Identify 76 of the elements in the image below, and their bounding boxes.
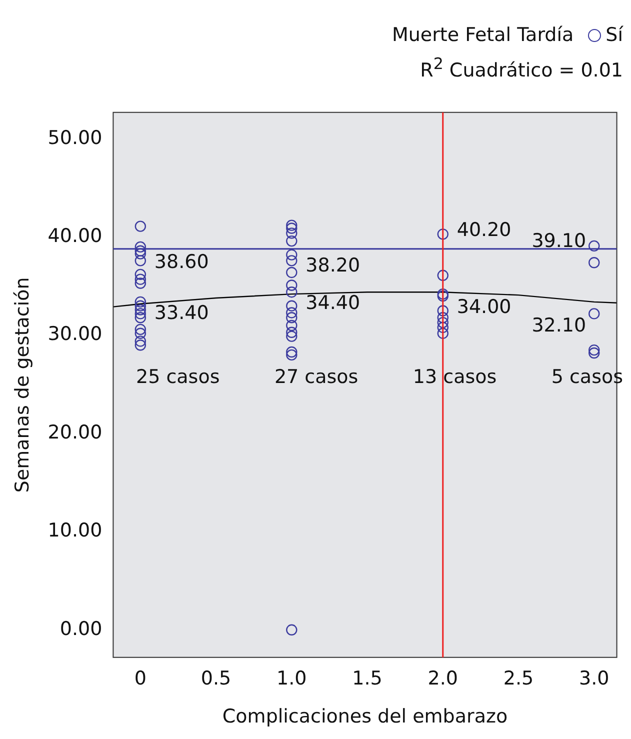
point bbox=[134, 255, 146, 266]
point bbox=[588, 257, 600, 268]
point bbox=[437, 322, 448, 334]
point bbox=[437, 328, 448, 339]
x-axis-title: Complicaciones del embarazo bbox=[222, 706, 508, 728]
point bbox=[134, 220, 146, 232]
point bbox=[588, 240, 600, 252]
point bbox=[286, 228, 298, 239]
legend-title: Muerte Fetal Tardía bbox=[392, 24, 574, 46]
point bbox=[286, 349, 298, 361]
point bbox=[588, 344, 600, 356]
point bbox=[286, 346, 298, 358]
x-tick-label: 3.0 bbox=[579, 668, 610, 690]
point bbox=[134, 324, 146, 336]
annotation: 33.40 bbox=[154, 302, 209, 324]
y-tick-label: 50.00 bbox=[48, 126, 102, 149]
point bbox=[286, 249, 298, 260]
point bbox=[286, 312, 298, 324]
x-tick-label: 1.5 bbox=[352, 668, 382, 690]
point bbox=[286, 235, 298, 247]
y-tick-label: 20.00 bbox=[48, 421, 102, 444]
point bbox=[437, 305, 448, 316]
point bbox=[437, 270, 448, 282]
point bbox=[134, 278, 146, 289]
y-axis-title: Semanas de gestación bbox=[11, 277, 34, 493]
annotation: 40.20 bbox=[456, 219, 512, 242]
point bbox=[286, 300, 298, 312]
y-tick-label: 10.00 bbox=[48, 520, 102, 542]
point bbox=[286, 330, 298, 342]
point bbox=[134, 248, 146, 260]
point bbox=[286, 307, 298, 318]
point bbox=[134, 308, 146, 320]
point bbox=[134, 312, 146, 324]
point bbox=[134, 328, 146, 339]
x-tick-label: 2.0 bbox=[428, 668, 458, 690]
point bbox=[286, 320, 298, 332]
y-tick-label: 40.00 bbox=[48, 225, 102, 248]
point bbox=[134, 245, 146, 256]
point bbox=[286, 280, 298, 291]
annotation: 38.60 bbox=[154, 250, 209, 273]
y-tick-label: 0.00 bbox=[60, 618, 102, 640]
point bbox=[286, 222, 298, 234]
point bbox=[437, 228, 448, 240]
point bbox=[134, 274, 146, 285]
annotation: 27 casos bbox=[274, 366, 358, 388]
annotation: 13 casos bbox=[412, 366, 497, 388]
y-tick-label: 30.00 bbox=[48, 323, 102, 346]
point bbox=[588, 308, 600, 320]
point bbox=[286, 286, 298, 298]
x-tick-label: 1.0 bbox=[276, 668, 307, 690]
annotation: 38.20 bbox=[306, 254, 360, 277]
point bbox=[134, 296, 146, 308]
annotation: 39.10 bbox=[532, 230, 586, 252]
point bbox=[134, 304, 146, 316]
point bbox=[286, 220, 298, 231]
point bbox=[134, 268, 146, 280]
point bbox=[437, 316, 448, 328]
point bbox=[286, 624, 298, 636]
point bbox=[134, 336, 146, 347]
annotation: 25 casos bbox=[136, 366, 220, 388]
point bbox=[134, 300, 146, 312]
legend-label: Sí bbox=[606, 24, 623, 46]
annotation: 34.00 bbox=[456, 296, 512, 318]
point bbox=[286, 326, 298, 338]
annotation: 34.40 bbox=[306, 292, 360, 314]
x-tick-label: 0 bbox=[134, 668, 146, 690]
point bbox=[286, 255, 298, 266]
x-tick-label: 0.5 bbox=[200, 668, 232, 690]
point bbox=[134, 241, 146, 253]
x-tick-label: 2.5 bbox=[503, 668, 534, 690]
point bbox=[134, 340, 146, 351]
text: R$^{2}$ Cuadrático = 0.01 bbox=[420, 54, 623, 82]
point bbox=[588, 347, 600, 359]
point bbox=[437, 312, 448, 324]
point bbox=[286, 266, 298, 278]
annotation: 32.10 bbox=[532, 314, 586, 337]
